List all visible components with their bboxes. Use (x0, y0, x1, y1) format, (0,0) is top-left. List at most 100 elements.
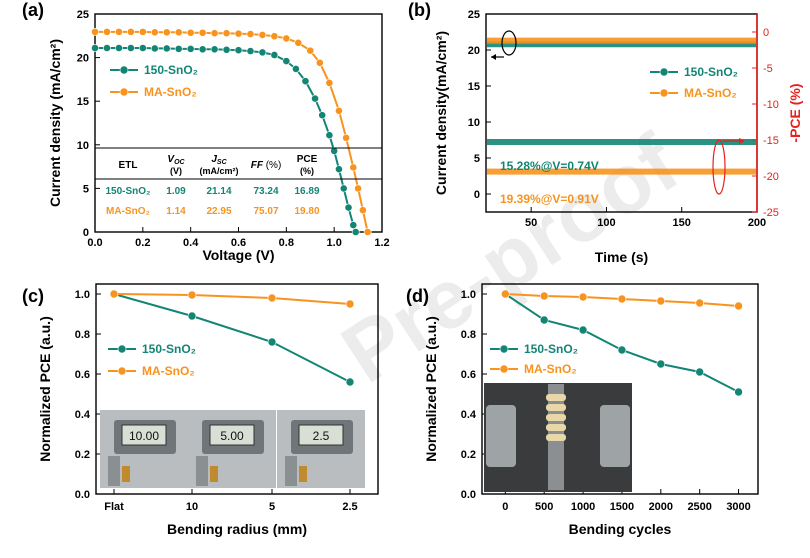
panel-a-series-point (282, 34, 291, 43)
panel-a-series-point (270, 32, 279, 41)
panel-a-series-point (126, 27, 135, 36)
panel-a-table-cell: 22.95 (206, 206, 231, 217)
panel-c-xtick-label: 2.5 (342, 501, 357, 513)
panel-b-label: (b) (408, 0, 431, 20)
panel-a-legend-item-marker (119, 65, 129, 75)
panel-a-xtick-label: 1.0 (327, 237, 342, 249)
panel-b-legend-item-label: MA-SnO₂ (684, 86, 737, 100)
panel-a-legend-item-label: MA-SnO₂ (144, 85, 197, 99)
panel-b-series-band (487, 168, 756, 175)
panel-d-photo-sample (546, 394, 566, 401)
panel-b-xlabel: Time (s) (595, 249, 648, 265)
header-sub: OC (174, 159, 185, 166)
panel-a-table-cell: 19.80 (294, 206, 319, 217)
panel-b-ytick-right-label: -25 (763, 207, 779, 219)
panel-c-photo-readout: 10.00 (129, 429, 159, 443)
panel-d-series-point (578, 325, 588, 335)
panel-c-photo-sample (122, 466, 130, 482)
panel-a-series-point (358, 206, 367, 215)
panel-a-series-line (95, 30, 369, 233)
panel-c-photo-readout: 5.00 (220, 429, 244, 443)
panel-b-xtick-label: 100 (597, 217, 615, 229)
panel-b-ytick-right-label: -15 (763, 135, 779, 147)
panel-d-series-point (695, 298, 704, 308)
panel-c-xtick-label: 10 (186, 501, 198, 513)
panel-c-photo-sample (210, 466, 218, 482)
panel-a-series-point (258, 48, 267, 57)
panel-d-legend-item-marker (499, 364, 509, 374)
panel-a-series-point (138, 44, 147, 52)
panel-a-table-header: (%) (300, 166, 314, 176)
panel-c-ytick-label: 0.8 (75, 329, 90, 341)
panel-a-ytick-label: 25 (77, 9, 89, 21)
panel-a-series-point (222, 29, 231, 38)
panel-a-table-header: FF (%) (251, 160, 282, 171)
panel-d-series-point (656, 359, 666, 369)
panel-a-series-point (150, 28, 159, 37)
panel-a-series-point (210, 45, 219, 54)
panel-c-series-line (113, 293, 351, 305)
panel-a-series-point (222, 45, 231, 54)
panel-a-ytick-label: 10 (77, 140, 89, 152)
panel-a-series-point (162, 28, 171, 37)
panel-b-ytick-right-label: -20 (763, 171, 779, 183)
panel-a-ytick-label: 15 (77, 96, 89, 108)
panel-c-label: (c) (22, 286, 44, 306)
panel-d-photo-sample (546, 424, 566, 431)
panel-c-photo-readout: 2.5 (313, 429, 330, 443)
panel-a-series-point (174, 44, 183, 53)
panel-a-series-point (246, 47, 255, 55)
panel-a-series-point (339, 184, 348, 193)
panel-a-series-point (342, 133, 351, 142)
panel-d-series-point (734, 301, 743, 311)
panel-d-legend-item-label: 150-SnO₂ (524, 342, 578, 356)
panel-d-photo-clamp (600, 405, 630, 467)
panel-d-photo-sample (546, 404, 566, 411)
panel-a-series-point (234, 29, 243, 38)
panel-a-series-point (150, 44, 159, 53)
panel-a-legend-item-label: 150-SnO₂ (144, 63, 198, 77)
panel-a-table-cell: 1.14 (166, 206, 186, 217)
panel-c-series-point (345, 377, 355, 387)
header-sym: FF (251, 160, 264, 171)
panel-b-ylabel: Current density(mA/cm²) (433, 31, 449, 195)
panel-c-photo-display (298, 424, 344, 446)
panel-a-series-point (363, 228, 372, 236)
panel-a-series-point (351, 228, 360, 236)
panel-a-series-point (311, 94, 319, 103)
panel-c-photo-sample (299, 466, 307, 482)
panel-b-series-band (487, 41, 756, 48)
panel-d-series-point (578, 292, 588, 302)
panel-a-series-point (115, 27, 123, 36)
panel-a-series-point (210, 29, 219, 38)
panel-a-series-point (138, 27, 147, 36)
panel-a-table-cell: MA-SnO₂ (106, 206, 150, 217)
panel-a-series-point (91, 44, 99, 52)
panel-a-xtick-label: 0.2 (135, 237, 150, 249)
panel-c-series-point (187, 290, 197, 300)
panel-a-series-point (103, 44, 111, 52)
panel-d-xlabel: Bending cycles (569, 521, 672, 537)
panel-d-series-point (617, 294, 627, 304)
panel-a-table-header: PCE (297, 154, 318, 165)
panel-b-xtick-label: 150 (673, 217, 691, 229)
panel-b-right-arrowhead (739, 138, 745, 144)
panel-c-legend-item-marker (117, 366, 127, 376)
panel-a-table-header: JSC (211, 154, 227, 166)
panel-d-series-point (501, 289, 510, 299)
panel-c-series-point (109, 289, 119, 299)
panel-b-ytick-right-label: -10 (763, 99, 779, 111)
panel-d-series-point (734, 387, 743, 397)
panel-d-ytick-label: 0.0 (461, 489, 476, 501)
panel-a-xtick-label: 1.2 (374, 237, 389, 249)
panel-a-series-point (91, 27, 99, 36)
panel-d-legend-item-label: MA-SnO₂ (524, 362, 577, 376)
panel-d-series-point (617, 345, 627, 355)
panel-b-annotation: 19.39%@V=0.91V (500, 192, 599, 206)
panel-b-ytick-label: 5 (474, 153, 480, 165)
panel-a-series-point (198, 28, 207, 37)
panel-c-xtick-label: 5 (269, 501, 275, 513)
panel-a-ytick-label: 20 (77, 53, 89, 65)
panel-c-ytick-label: 0.2 (75, 449, 90, 461)
panel-c-series-point (345, 299, 355, 309)
